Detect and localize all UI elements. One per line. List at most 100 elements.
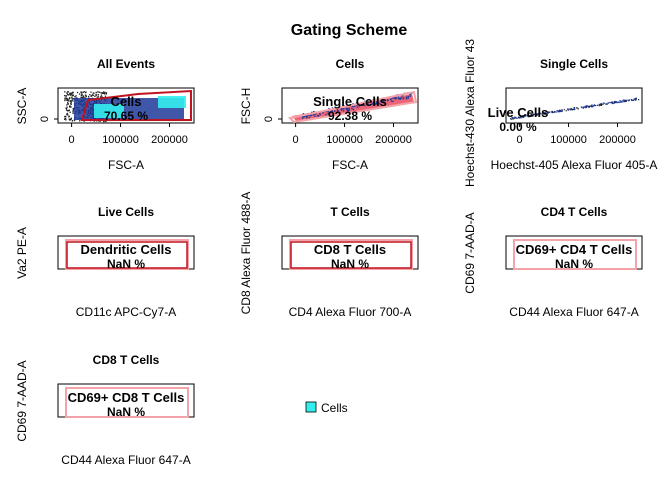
event-dot — [515, 117, 517, 119]
event-dot — [104, 95, 107, 97]
event-dot — [362, 104, 365, 106]
event-dot — [82, 91, 84, 93]
legend-label: Cells — [321, 401, 348, 415]
event-dot — [66, 113, 68, 115]
event-dot — [91, 94, 94, 96]
event-dot — [302, 116, 304, 118]
event-dot — [405, 98, 408, 100]
plot-area — [57, 235, 195, 270]
event-dot — [596, 104, 599, 106]
event-dot — [348, 107, 350, 110]
event-dot — [65, 96, 67, 98]
panel-title: Cells — [336, 57, 365, 71]
gate-name: CD69+ CD4 T Cells — [516, 242, 633, 257]
event-dot — [633, 98, 635, 100]
event-dot — [354, 105, 356, 108]
event-dot — [615, 101, 618, 103]
event-dot — [626, 99, 628, 101]
event-dot — [69, 119, 71, 121]
event-dot — [105, 93, 108, 95]
event-dot — [93, 120, 95, 122]
event-dot — [532, 114, 535, 116]
event-dot — [337, 110, 339, 112]
event-dot — [83, 120, 85, 122]
event-dot — [67, 91, 69, 93]
event-dot — [92, 94, 95, 96]
event-dot — [541, 113, 543, 115]
event-dot — [557, 110, 559, 112]
event-dot — [69, 111, 71, 113]
gate-percent: NaN % — [331, 257, 369, 271]
event-dot — [573, 107, 575, 109]
event-dot — [390, 100, 393, 102]
event-dot — [80, 96, 82, 99]
event-dot — [514, 117, 516, 119]
event-dot — [519, 116, 521, 118]
event-dot — [66, 97, 68, 100]
x-tick-label: 100000 — [326, 134, 363, 146]
event-dot — [68, 100, 70, 102]
x-axis-label: CD44 Alexa Fluor 647-A — [509, 305, 638, 319]
gate-box-inner — [66, 241, 188, 269]
event-dot — [364, 104, 366, 107]
x-tick-label: 100000 — [550, 134, 587, 146]
gate-box-outer — [513, 239, 637, 270]
event-dot — [67, 102, 69, 104]
event-dot — [66, 112, 69, 115]
gate-name: CD8 T Cells — [314, 242, 386, 257]
event-dot — [383, 98, 385, 101]
event-dot — [347, 109, 350, 112]
event-dot — [560, 110, 563, 113]
event-dot — [64, 97, 66, 99]
event-dot — [70, 103, 72, 105]
event-dot — [69, 93, 71, 95]
event-dot — [97, 96, 100, 98]
event-dot — [72, 95, 74, 97]
event-dot — [64, 118, 67, 120]
event-dot — [530, 113, 532, 116]
event-dot — [100, 94, 103, 96]
event-dot — [381, 99, 384, 101]
event-dot — [92, 92, 94, 94]
event-dot — [594, 104, 597, 107]
event-dot — [95, 94, 97, 97]
event-dot — [345, 107, 347, 110]
event-dot — [95, 91, 97, 94]
event-dot — [71, 96, 73, 98]
y-axis-label: Va2 PE-A — [15, 227, 29, 279]
event-dot — [98, 91, 101, 93]
event-dot — [611, 101, 613, 103]
x-tick-label: 200000 — [599, 134, 636, 146]
event-dot — [529, 115, 531, 117]
event-dot — [328, 108, 330, 110]
event-dot — [570, 108, 572, 110]
panel-title: CD8 T Cells — [93, 353, 160, 367]
gate-box-outer — [65, 239, 189, 270]
event-dot — [71, 97, 73, 99]
event-dot — [585, 107, 587, 109]
event-dot — [72, 112, 74, 114]
event-dot — [527, 114, 529, 117]
gate-percent: NaN % — [555, 257, 593, 271]
event-dot — [610, 101, 613, 103]
event-dot — [624, 100, 626, 103]
event-dot — [319, 113, 321, 116]
event-dot — [68, 118, 70, 120]
event-dot — [70, 117, 73, 119]
event-dot — [374, 103, 377, 105]
event-dot — [549, 111, 551, 113]
event-dot — [376, 101, 378, 104]
event-dot — [632, 99, 634, 101]
gate-percent: NaN % — [107, 405, 145, 419]
event-dot — [70, 99, 72, 102]
event-dot — [524, 115, 527, 117]
x-tick-label: 200000 — [151, 134, 188, 146]
event-dot — [407, 95, 410, 98]
event-dot — [592, 105, 595, 107]
event-dot — [317, 115, 320, 117]
event-dot — [635, 98, 637, 100]
event-dot — [325, 114, 327, 116]
event-dot — [536, 113, 538, 115]
